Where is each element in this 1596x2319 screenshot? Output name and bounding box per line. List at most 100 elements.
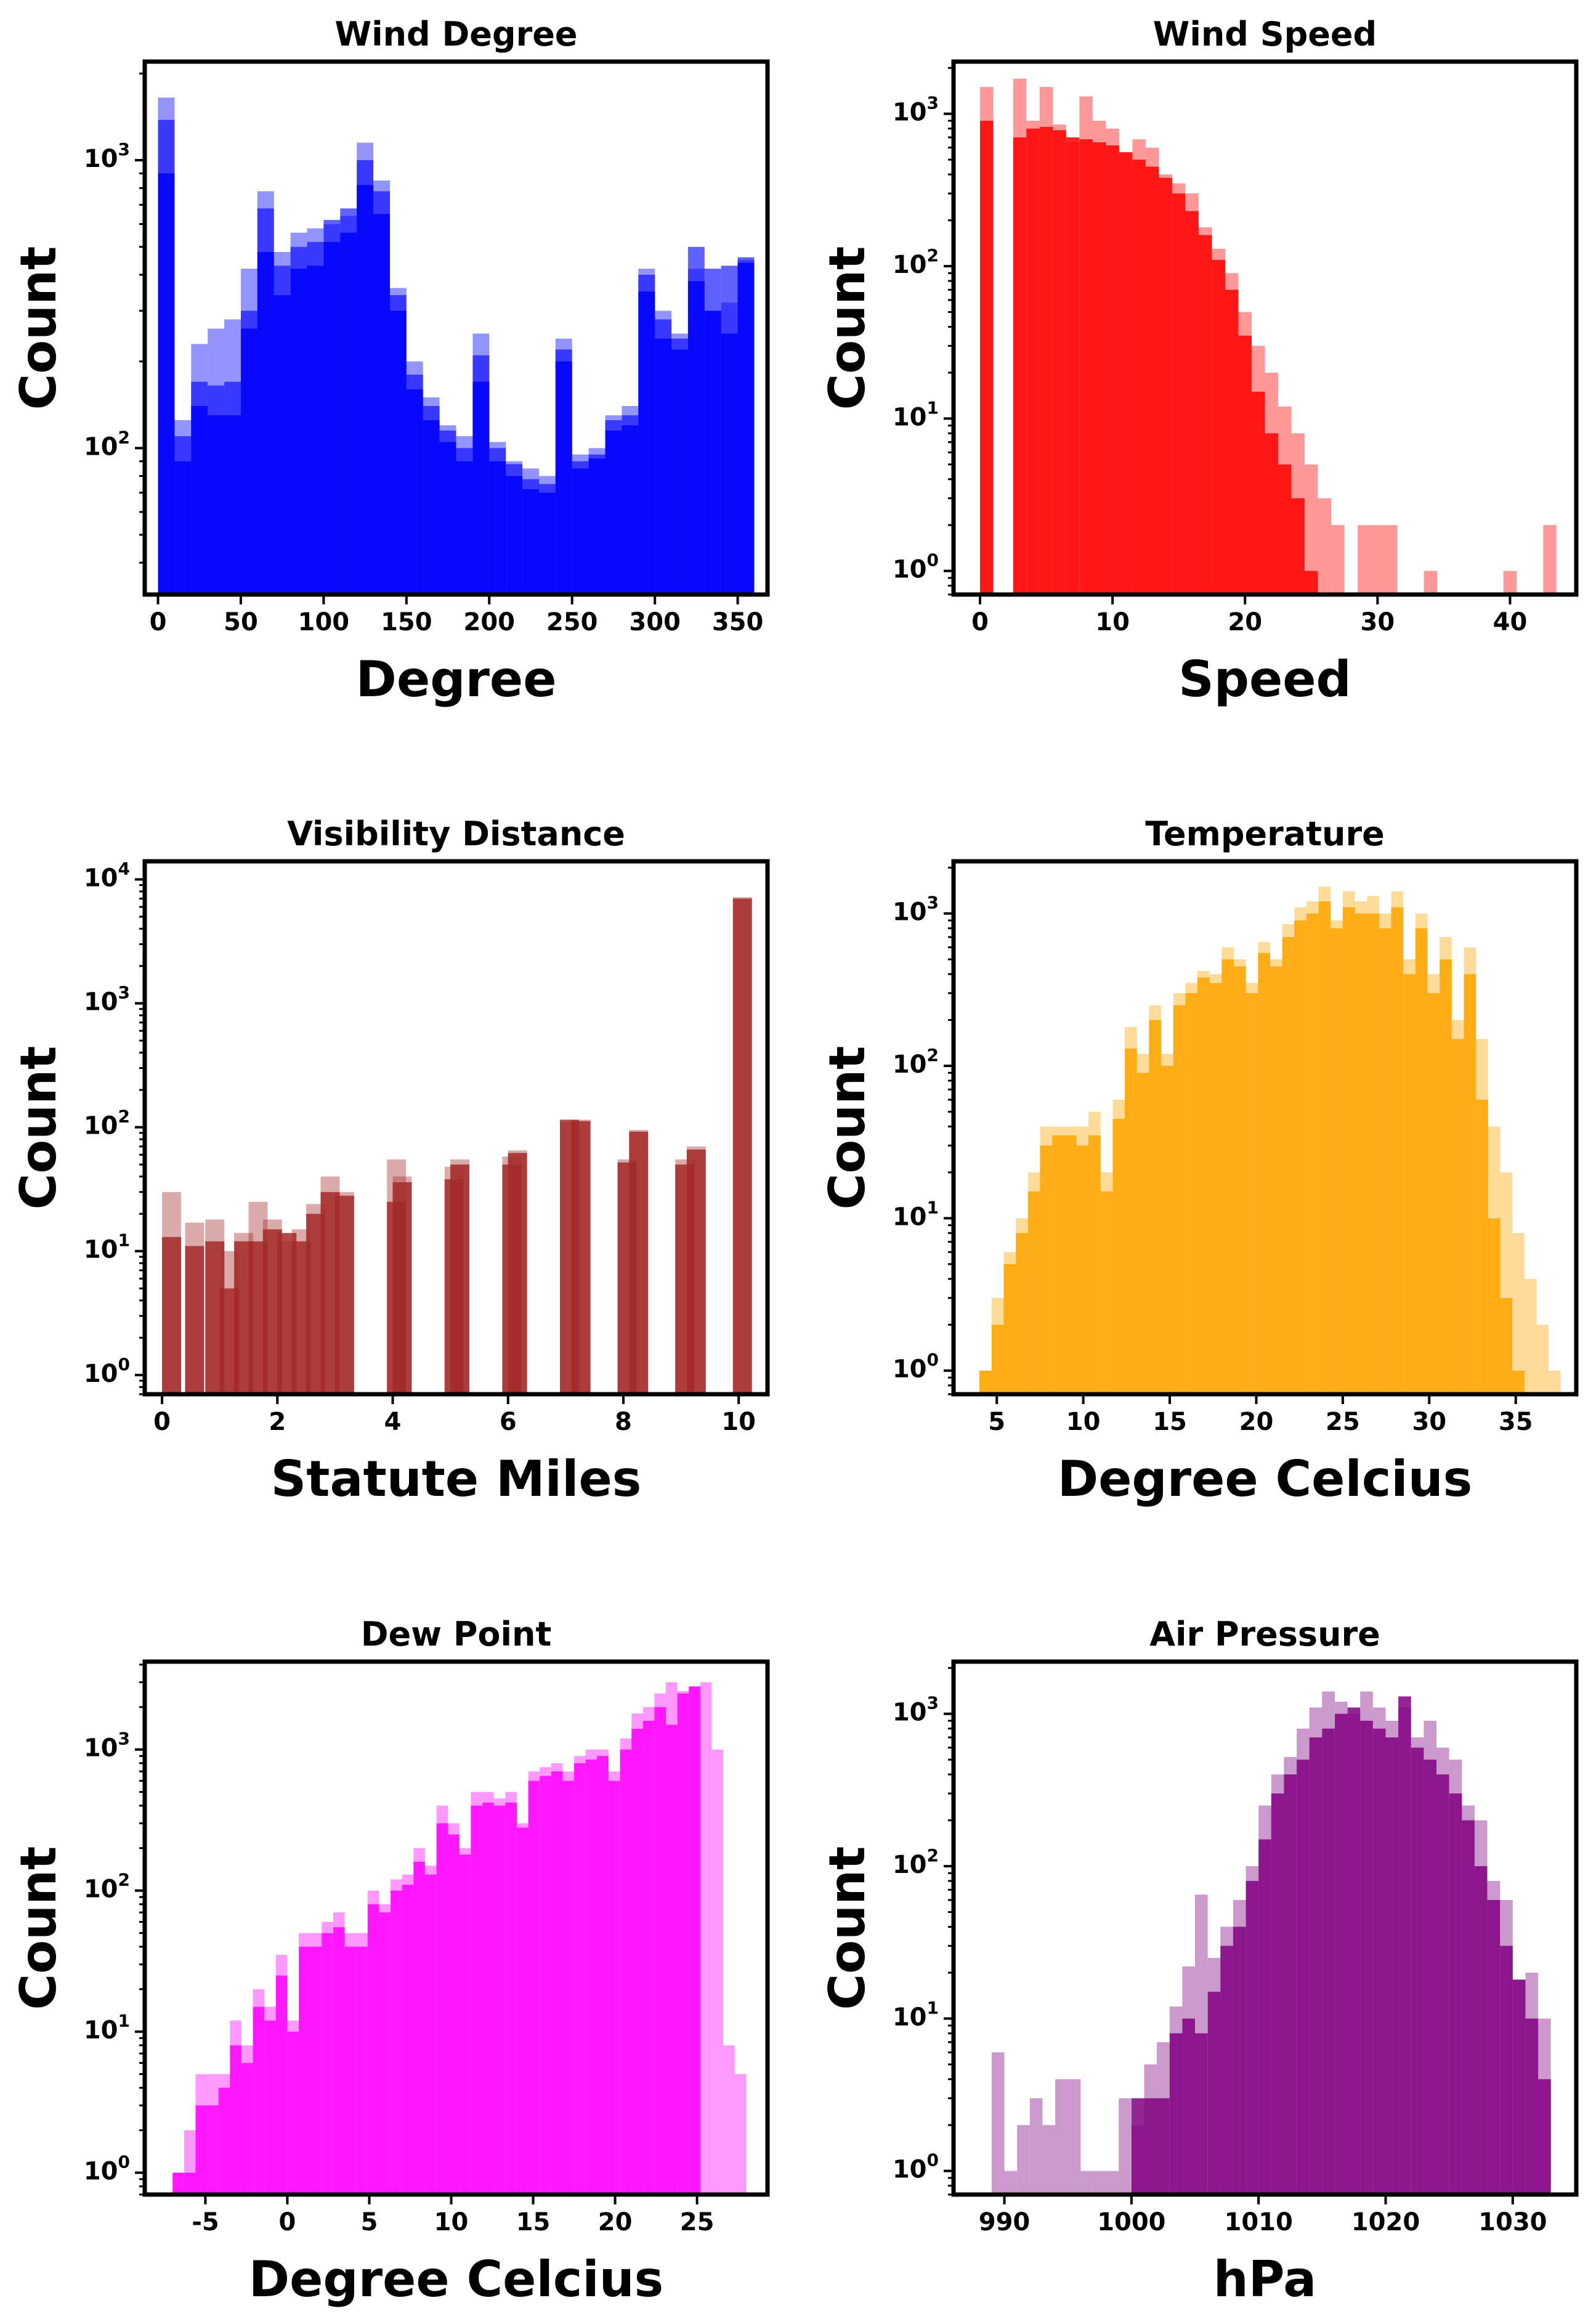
- histogram-bar: [1064, 1135, 1077, 1394]
- histogram-bar: [980, 121, 994, 595]
- x-tick-label: 35: [1499, 1408, 1533, 1436]
- histogram-bar: [1157, 2098, 1170, 2195]
- x-tick-label: 30: [1412, 1408, 1446, 1436]
- histogram-bar: [979, 1370, 992, 1394]
- y-tick-label: 101: [893, 1197, 939, 1232]
- histogram-bar: [1246, 993, 1258, 1394]
- x-tick-label: 0: [153, 1408, 171, 1436]
- histogram-bar: [1112, 1118, 1125, 1394]
- histogram-bar: [1093, 2171, 1106, 2195]
- x-axis-label: Degree Celcius: [249, 2251, 664, 2308]
- y-tick-label: 102: [84, 1869, 130, 1904]
- histogram-bar: [1449, 1793, 1462, 2195]
- histogram-bar: [402, 1885, 414, 2195]
- histogram-bar: [991, 2052, 1005, 2195]
- histogram-bar: [1225, 290, 1239, 595]
- plot-frame: [951, 1659, 1579, 2197]
- histogram-bar: [506, 476, 523, 595]
- histogram-bar: [1042, 2125, 1055, 2195]
- histogram-bar: [508, 1153, 527, 1394]
- x-tick-label: 250: [546, 608, 598, 636]
- histogram-bar: [208, 415, 225, 595]
- histogram-bar: [389, 311, 407, 595]
- panel-wind-speed: Wind Speed Count Speed 0 10 20 30 4010010110…: [819, 15, 1579, 708]
- y-axis-label: Count: [10, 1046, 67, 1210]
- histogram-bar: [1322, 1728, 1335, 2195]
- histogram-bar: [1270, 966, 1282, 1394]
- y-axis-label: Count: [819, 246, 876, 410]
- histogram-bar: [677, 1693, 689, 2195]
- bars: [979, 887, 1561, 1394]
- histogram-bar: [379, 1912, 391, 2195]
- x-tick-label: 2: [269, 1408, 286, 1436]
- histogram-bar: [1004, 2171, 1018, 2195]
- histogram-bar: [1016, 1233, 1028, 1394]
- histogram-bar: [406, 389, 423, 595]
- y-tick-label: 103: [893, 892, 939, 927]
- x-tick-label: 20: [1228, 608, 1262, 636]
- panel-visibility-distance: Visibility Distance Count Statute Miles …: [10, 814, 770, 1508]
- histogram-bar: [1500, 1946, 1513, 2195]
- histogram-bar: [1145, 166, 1159, 595]
- histogram-bar: [1233, 966, 1246, 1394]
- histogram-bar: [1067, 2079, 1081, 2195]
- x-tick-label: 4: [384, 1408, 402, 1436]
- x-tick-label: 300: [629, 608, 681, 636]
- histogram-bar: [310, 1946, 322, 2195]
- histogram-bar: [608, 1781, 620, 2195]
- histogram-bar: [1182, 2018, 1195, 2195]
- histogram-bar: [1161, 1066, 1173, 1394]
- histogram-bar: [540, 1776, 551, 2195]
- x-tick-label: 1020: [1351, 2208, 1420, 2236]
- histogram-bar: [571, 1121, 591, 1394]
- histogram-bar: [356, 1946, 368, 2195]
- histogram-bar: [551, 1771, 563, 2195]
- y-tick-label: 100: [893, 2150, 939, 2184]
- histogram-bar: [1258, 952, 1270, 1394]
- y-tick-label: 102: [893, 1845, 939, 1880]
- y-tick-label: 101: [84, 2010, 130, 2045]
- histogram-bar: [1100, 1191, 1113, 1394]
- y-axis: 100 101 102 103: [84, 1663, 145, 2196]
- y-tick-label: 103: [84, 139, 130, 174]
- x-tick-label: 30: [1361, 608, 1395, 636]
- histogram-bar: [1221, 959, 1234, 1394]
- histogram-bar: [723, 2045, 735, 2195]
- histogram-bar: [1424, 1760, 1436, 2195]
- x-tick-label: 350: [712, 608, 764, 636]
- histogram-bar: [1106, 145, 1119, 595]
- histogram-bar: [230, 2045, 241, 2195]
- x-tick-label: 40: [1493, 608, 1528, 636]
- y-tick-label: 101: [893, 397, 939, 432]
- histogram-bar: [1543, 525, 1557, 595]
- x-tick-label: 0: [279, 2208, 296, 2236]
- histogram-bar: [344, 1946, 357, 2195]
- histogram-bar: [1488, 1218, 1501, 1394]
- histogram-bar: [1306, 913, 1319, 1394]
- plot-frame: [951, 859, 1579, 1397]
- histogram-bar: [1367, 913, 1379, 1394]
- histogram-bar: [158, 173, 175, 595]
- plot-frame: [142, 1659, 770, 2197]
- histogram-bar: [588, 458, 606, 595]
- histogram-bar: [1029, 2098, 1043, 2195]
- histogram-bar: [666, 1724, 678, 2195]
- y-tick-label: 104: [84, 858, 130, 893]
- x-tick-label: 10: [1066, 1408, 1101, 1436]
- histogram-bar: [413, 1861, 425, 2195]
- histogram-bar: [423, 420, 440, 595]
- x-tick-label: 8: [615, 1408, 632, 1436]
- plot-frame: [142, 59, 770, 597]
- y-tick-label: 101: [893, 1997, 939, 2032]
- histogram-bar: [1462, 1820, 1475, 2195]
- histogram-bar: [1169, 2033, 1183, 2195]
- histogram-bar: [572, 468, 589, 595]
- histogram-bar: [1360, 1721, 1373, 2195]
- x-tick-label: 1000: [1097, 2208, 1165, 2236]
- bars: [991, 1691, 1551, 2195]
- panel-title: Wind Speed: [1153, 15, 1377, 54]
- histogram-bar: [1013, 137, 1027, 595]
- histogram-bar: [489, 461, 506, 595]
- y-axis: 100 101 102 103 104: [84, 858, 145, 1395]
- histogram-bar: [1436, 1774, 1449, 2195]
